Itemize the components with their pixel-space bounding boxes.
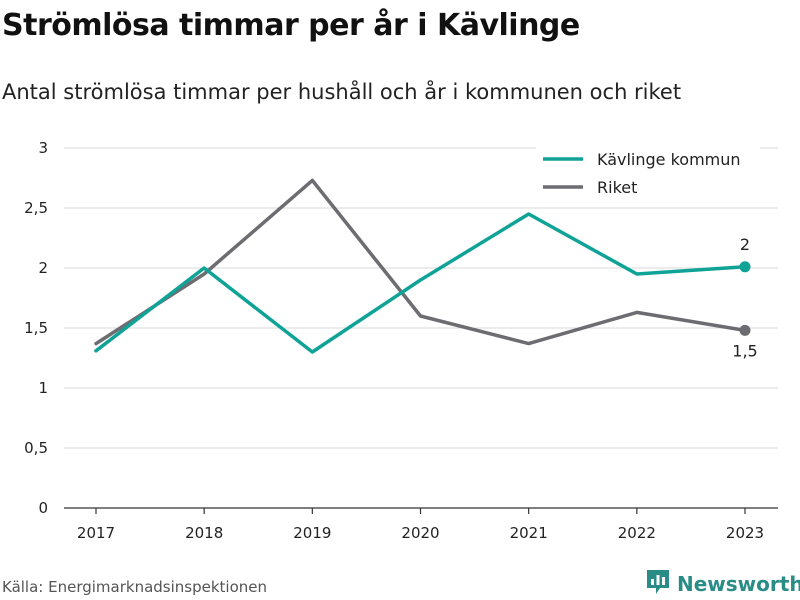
end-value-label: 1,5 [732, 341, 757, 360]
newsworthy-logo-icon [645, 568, 671, 600]
x-tick-label: 2020 [401, 524, 439, 542]
chart-title: Strömlösa timmar per år i Kävlinge [2, 8, 580, 43]
legend-label: Riket [597, 178, 637, 197]
end-point-marker [739, 261, 751, 273]
brand-logo[interactable]: Newsworthy [645, 568, 800, 600]
y-tick-label: 1 [38, 379, 48, 397]
y-tick-label: 2,5 [24, 199, 48, 217]
end-labels: 21,5 [732, 235, 757, 361]
legend-label: Kävlinge kommun [597, 150, 741, 169]
series-line-riket [94, 178, 747, 346]
end-point-marker [739, 324, 751, 336]
y-tick-label: 3 [38, 139, 48, 157]
end-value-label: 2 [740, 235, 750, 254]
y-tick-label: 2 [38, 259, 48, 277]
x-tick-label: 2019 [293, 524, 331, 542]
series-lines [94, 178, 751, 354]
x-tick-label: 2022 [618, 524, 656, 542]
brand-name: Newsworthy [677, 572, 800, 596]
legend: Kävlinge kommun Riket [536, 146, 760, 206]
series-line-kavlinge [94, 212, 747, 354]
legend-background [536, 146, 760, 206]
x-tick-label: 2018 [185, 524, 223, 542]
chart-subtitle: Antal strömlösa timmar per hushåll och å… [2, 80, 682, 104]
x-tick-label: 2023 [726, 524, 764, 542]
x-tick-label: 2017 [77, 524, 115, 542]
source-note: Källa: Energimarknadsinspektionen [2, 578, 268, 596]
y-tick-label: 0 [38, 499, 48, 517]
x-tick-label: 2021 [510, 524, 548, 542]
axes: 0 0,5 1 1,5 2 2,5 3 2017 2018 2019 2020 2021 2022 202… [24, 139, 778, 542]
y-tick-label: 0,5 [24, 439, 48, 457]
y-tick-label: 1,5 [24, 319, 48, 337]
